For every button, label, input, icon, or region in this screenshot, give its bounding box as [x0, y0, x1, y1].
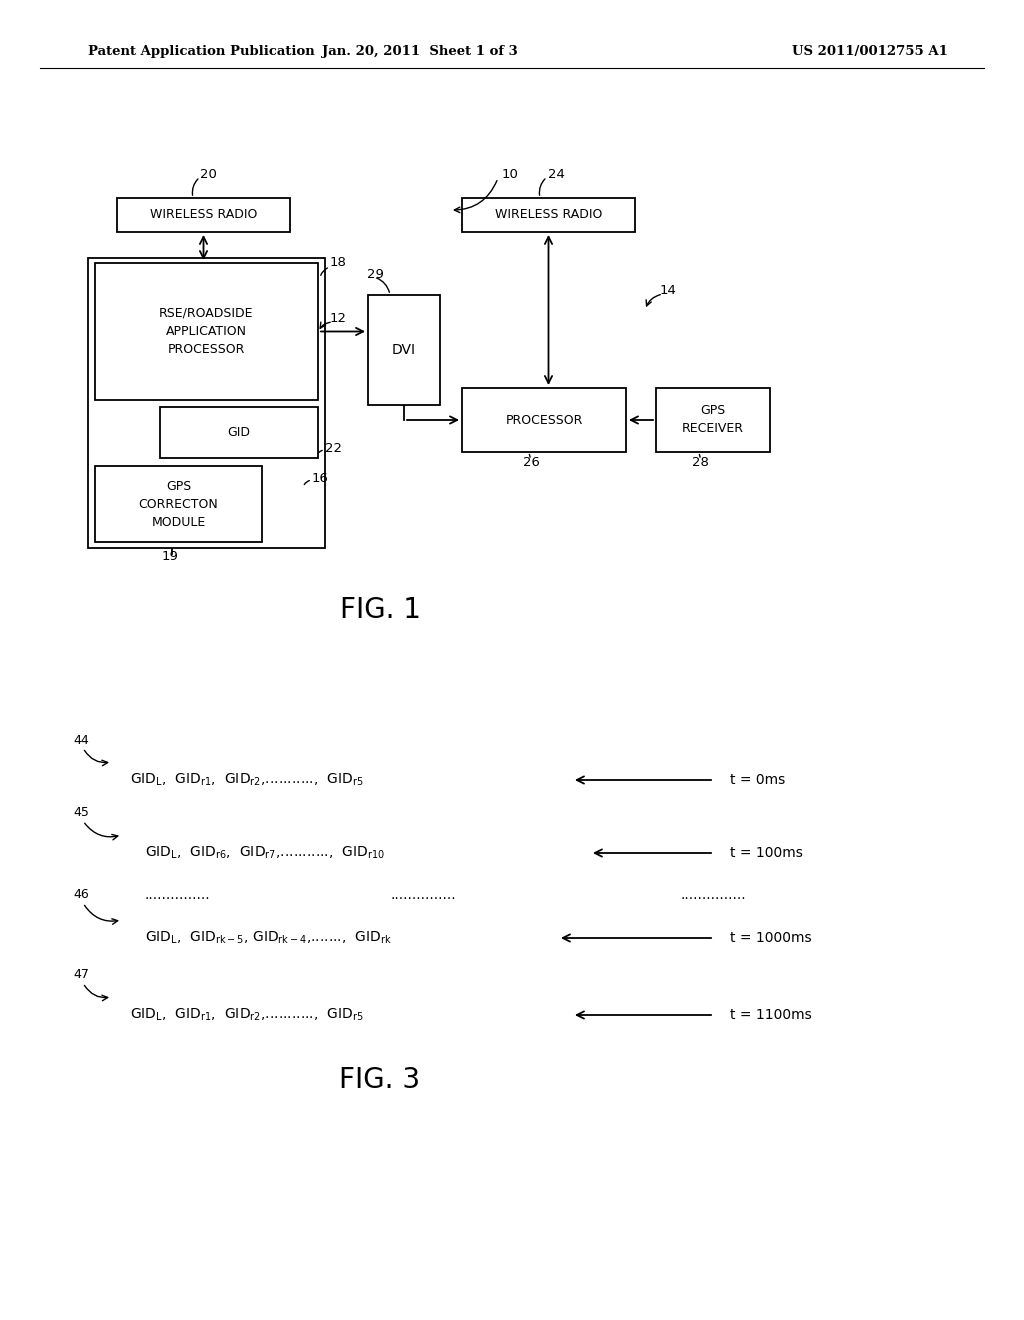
- Text: ...............: ...............: [145, 888, 211, 902]
- Text: ...............: ...............: [390, 888, 456, 902]
- Bar: [95, 263, 318, 400]
- Text: 14: 14: [660, 284, 677, 297]
- Text: GPS
RECEIVER: GPS RECEIVER: [682, 404, 744, 436]
- Bar: [368, 294, 440, 405]
- Bar: [462, 198, 635, 232]
- Text: FIG. 3: FIG. 3: [339, 1067, 421, 1094]
- Text: WIRELESS RADIO: WIRELESS RADIO: [495, 209, 602, 222]
- Text: ...............: ...............: [680, 888, 745, 902]
- Text: 16: 16: [312, 471, 329, 484]
- Text: WIRELESS RADIO: WIRELESS RADIO: [150, 209, 257, 222]
- Text: FIG. 1: FIG. 1: [340, 597, 421, 624]
- Text: 10: 10: [502, 169, 519, 181]
- Text: GID$_{\mathregular{L}}$,  GID$_{\mathregular{rk-5}}$, GID$_{\mathregular{rk-4}}$: GID$_{\mathregular{L}}$, GID$_{\mathregu…: [145, 929, 392, 946]
- Text: 24: 24: [548, 169, 565, 181]
- Bar: [117, 198, 290, 232]
- Text: 46: 46: [73, 888, 89, 902]
- Text: 19: 19: [162, 549, 179, 562]
- Text: DVI: DVI: [392, 343, 416, 356]
- Text: 47: 47: [73, 969, 89, 982]
- Bar: [656, 388, 770, 451]
- Text: Jan. 20, 2011  Sheet 1 of 3: Jan. 20, 2011 Sheet 1 of 3: [323, 45, 518, 58]
- Text: 18: 18: [330, 256, 347, 269]
- Text: Patent Application Publication: Patent Application Publication: [88, 45, 314, 58]
- Text: PROCESSOR: PROCESSOR: [505, 413, 583, 426]
- Bar: [95, 466, 262, 543]
- Text: t = 1000ms: t = 1000ms: [730, 931, 812, 945]
- Text: t = 1100ms: t = 1100ms: [730, 1008, 812, 1022]
- Bar: [462, 388, 626, 451]
- Text: 12: 12: [330, 312, 347, 325]
- Text: t = 0ms: t = 0ms: [730, 774, 785, 787]
- Text: 44: 44: [73, 734, 89, 747]
- Text: GID$_{\mathregular{L}}$,  GID$_{\mathregular{r1}}$,  GID$_{\mathregular{r2}}$,..: GID$_{\mathregular{L}}$, GID$_{\mathregu…: [130, 772, 364, 788]
- Text: 20: 20: [200, 169, 217, 181]
- Text: 22: 22: [325, 441, 342, 454]
- Text: 28: 28: [692, 455, 709, 469]
- Text: GID$_{\mathregular{L}}$,  GID$_{\mathregular{r1}}$,  GID$_{\mathregular{r2}}$,..: GID$_{\mathregular{L}}$, GID$_{\mathregu…: [130, 1007, 364, 1023]
- Text: GID$_{\mathregular{L}}$,  GID$_{\mathregular{r6}}$,  GID$_{\mathregular{r7}}$,..: GID$_{\mathregular{L}}$, GID$_{\mathregu…: [145, 845, 385, 861]
- Text: 45: 45: [73, 807, 89, 820]
- Text: t = 100ms: t = 100ms: [730, 846, 803, 861]
- Text: US 2011/0012755 A1: US 2011/0012755 A1: [792, 45, 948, 58]
- Bar: [88, 257, 325, 548]
- Text: 26: 26: [523, 455, 540, 469]
- Text: 29: 29: [367, 268, 384, 281]
- Text: GPS
CORRECTON
MODULE: GPS CORRECTON MODULE: [138, 479, 218, 528]
- Text: GID: GID: [227, 426, 251, 440]
- Bar: [160, 407, 318, 458]
- Text: RSE/ROADSIDE
APPLICATION
PROCESSOR: RSE/ROADSIDE APPLICATION PROCESSOR: [160, 308, 254, 356]
